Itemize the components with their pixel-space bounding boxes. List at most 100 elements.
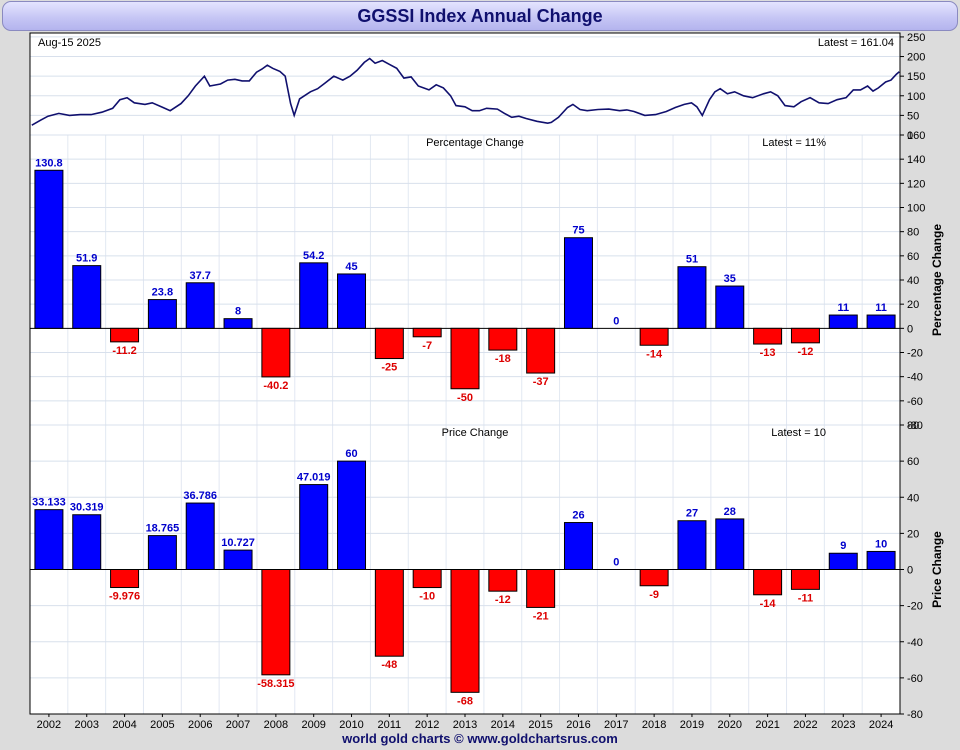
percentage-bar-2016 — [563, 237, 593, 329]
x-tick-label: 2016 — [566, 719, 590, 731]
x-tick-label: 2010 — [339, 719, 363, 731]
price-tick-label: 80 — [907, 420, 919, 432]
price-tick-label: 60 — [907, 456, 919, 468]
percentage-value-label: -25 — [381, 362, 397, 374]
x-tick-label: 2002 — [37, 719, 61, 731]
x-tick-label: 2019 — [680, 719, 704, 731]
percentage-value-label: 45 — [345, 261, 357, 273]
x-tick-label: 2003 — [74, 719, 98, 731]
percentage-value-label: 37.7 — [190, 270, 211, 282]
index-tick-label: 0 — [907, 130, 913, 142]
percentage-value-label: -40.2 — [263, 380, 288, 392]
price-bar-2006 — [185, 502, 215, 571]
percentage-tick-label: 0 — [907, 323, 913, 335]
percentage-tick-label: 120 — [907, 178, 925, 190]
price-bar-2007 — [223, 549, 253, 570]
percentage-value-label: 51 — [686, 254, 698, 266]
price-tick-label: 20 — [907, 528, 919, 540]
percentage-bar-2003 — [72, 265, 102, 329]
percentage-bar-2002 — [34, 169, 64, 329]
price-bar-2023 — [828, 552, 858, 571]
index-latest-label: Latest = 161.04 — [818, 37, 894, 49]
price-value-label: 28 — [724, 506, 736, 518]
percentage-value-label: 11 — [837, 302, 849, 314]
percentage-bar-2008 — [261, 327, 291, 378]
price-value-label: 10 — [875, 538, 887, 550]
price-bar-2002 — [34, 509, 64, 571]
percentage-value-label: 8 — [235, 306, 241, 318]
footer-credit: world gold charts © www.goldchartsrus.co… — [342, 731, 618, 746]
x-tick-label: 2011 — [378, 719, 402, 731]
price-bar-2020 — [715, 518, 745, 570]
percentage-tick-label: 80 — [907, 227, 919, 239]
price-bar-2003 — [72, 514, 102, 571]
price-bar-2021 — [753, 569, 783, 596]
percentage-value-label: 75 — [572, 225, 584, 237]
index-date-label: Aug-15 2025 — [38, 37, 101, 49]
x-tick-label: 2006 — [188, 719, 212, 731]
percentage-bar-2014 — [488, 327, 518, 351]
x-tick-label: 2024 — [869, 719, 893, 731]
price-bar-2010 — [337, 460, 367, 570]
percentage-latest-label: Latest = 11% — [762, 137, 826, 149]
price-value-label: -68 — [457, 695, 473, 707]
price-value-label: -11 — [798, 592, 813, 604]
percentage-tick-label: -40 — [907, 372, 923, 384]
percentage-value-label: -11.2 — [112, 345, 136, 357]
price-tick-label: 0 — [907, 565, 913, 577]
percentage-panel-title: Percentage Change — [426, 137, 524, 149]
index-line — [31, 57, 900, 126]
price-value-label: 30.319 — [70, 502, 104, 514]
percentage-axis-label: Percentage Change — [930, 224, 944, 336]
price-tick-label: -20 — [907, 601, 923, 613]
x-tick-label: 2015 — [528, 719, 552, 731]
percentage-tick-label: 100 — [907, 203, 925, 215]
percentage-bar-2013 — [450, 327, 480, 390]
price-value-label: -48 — [381, 659, 397, 671]
percentage-value-label: 51.9 — [76, 253, 97, 265]
x-tick-label: 2009 — [301, 719, 325, 731]
price-value-label: -14 — [760, 598, 777, 610]
percentage-bar-2007 — [223, 318, 253, 329]
price-value-label: 27 — [686, 508, 698, 520]
x-tick-label: 2013 — [453, 719, 477, 731]
x-tick-label: 2020 — [718, 719, 742, 731]
percentage-value-label: 130.8 — [35, 157, 63, 169]
price-tick-label: -80 — [907, 709, 923, 721]
price-bar-2022 — [790, 569, 820, 590]
percentage-bar-2004 — [110, 327, 140, 343]
percentage-tick-label: 40 — [907, 275, 919, 287]
x-tick-label: 2004 — [112, 719, 136, 731]
price-bar-2015 — [526, 569, 556, 608]
x-tick-label: 2012 — [415, 719, 439, 731]
percentage-value-label: -37 — [533, 376, 549, 388]
price-bar-2024 — [866, 550, 896, 570]
percentage-value-label: -7 — [422, 340, 432, 352]
percentage-bar-2012 — [412, 327, 442, 338]
x-tick-label: 2022 — [793, 719, 817, 731]
price-bar-2008 — [261, 569, 291, 676]
index-tick-label: 250 — [907, 32, 925, 44]
percentage-tick-label: -20 — [907, 348, 923, 360]
price-value-label: 0 — [613, 557, 619, 569]
percentage-value-label: 35 — [724, 273, 736, 285]
percentage-bar-2022 — [790, 327, 820, 344]
percentage-tick-label: -80 — [907, 420, 923, 432]
price-value-label: 47.019 — [297, 472, 331, 484]
price-value-label: 26 — [572, 510, 584, 522]
index-tick-label: 150 — [907, 71, 925, 83]
x-tick-label: 2014 — [491, 719, 515, 731]
percentage-bar-2021 — [753, 327, 783, 345]
percentage-value-label: -12 — [797, 346, 813, 358]
percentage-value-label: -14 — [646, 348, 663, 360]
price-axis-label: Price Change — [930, 531, 944, 608]
x-tick-label: 2023 — [831, 719, 855, 731]
percentage-bar-2023 — [828, 314, 858, 329]
percentage-bar-2006 — [185, 282, 215, 329]
percentage-bar-2019 — [677, 266, 707, 329]
price-value-label: 18.765 — [146, 523, 180, 535]
percentage-value-label: -13 — [760, 347, 776, 359]
price-panel-title: Price Change — [442, 427, 509, 439]
price-tick-label: -40 — [907, 637, 923, 649]
